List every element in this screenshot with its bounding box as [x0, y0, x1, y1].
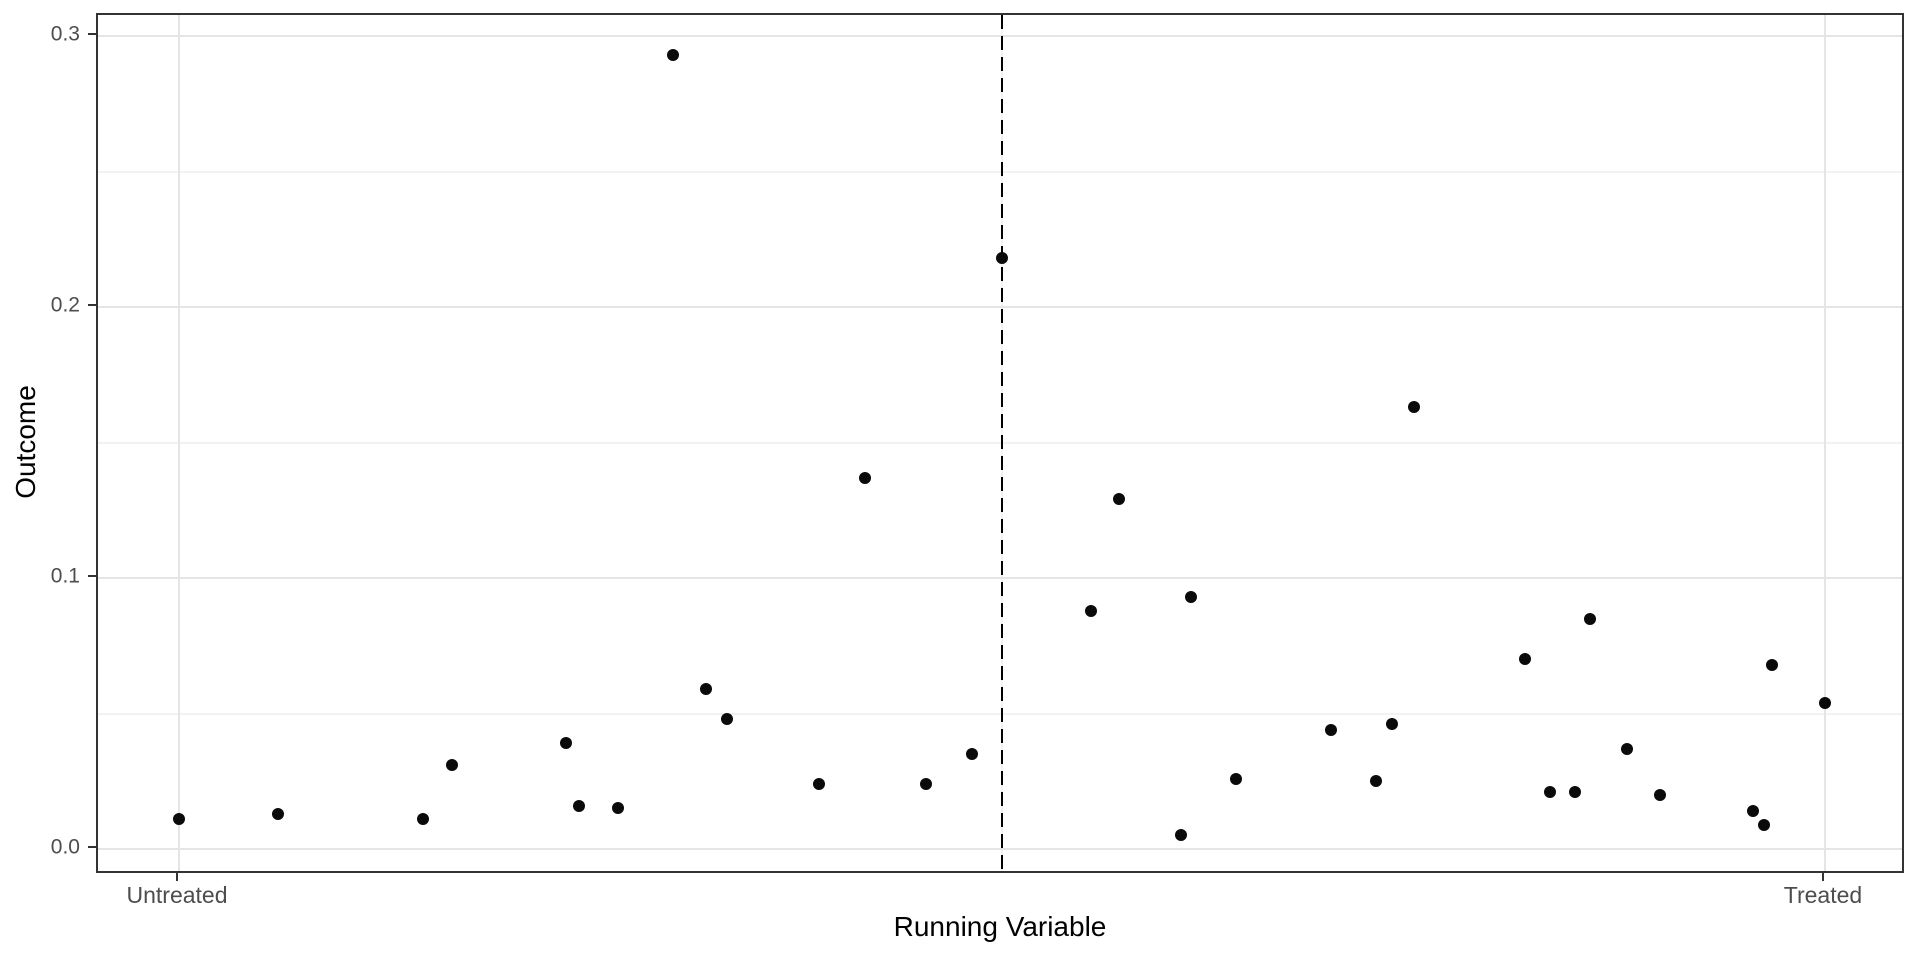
data-point — [1544, 786, 1557, 799]
y-major-gridline — [98, 577, 1902, 579]
y-minor-gridline — [98, 441, 1902, 444]
data-point — [721, 712, 734, 725]
data-point — [1746, 805, 1759, 818]
plot-panel — [96, 13, 1904, 873]
data-point — [666, 48, 679, 61]
y-tick-label: 0.2 — [50, 293, 80, 317]
cutoff-dashed-line — [1000, 15, 1004, 871]
data-point — [1386, 718, 1399, 731]
data-point — [1084, 604, 1097, 617]
data-point — [920, 777, 933, 790]
x-axis-title: Running Variable — [893, 911, 1107, 942]
data-point — [612, 802, 625, 815]
data-point — [271, 807, 284, 820]
x-major-gridline — [178, 15, 180, 871]
y-tick-label: 0.1 — [50, 564, 80, 588]
data-point — [859, 471, 872, 484]
data-point — [966, 748, 979, 761]
data-point — [572, 799, 585, 812]
x-tick-label: Treated — [1783, 882, 1863, 908]
data-point — [1766, 658, 1779, 671]
data-point — [1568, 786, 1581, 799]
data-point — [416, 813, 429, 826]
x-axis-tick — [176, 873, 179, 881]
y-axis-tick — [88, 846, 96, 849]
data-point — [699, 683, 712, 696]
data-point — [446, 758, 459, 771]
data-point — [559, 737, 572, 750]
data-point — [1519, 653, 1532, 666]
data-point — [1621, 742, 1634, 755]
data-point — [1185, 590, 1198, 603]
y-major-gridline — [98, 35, 1902, 37]
data-point — [1583, 612, 1596, 625]
data-point — [1819, 696, 1831, 709]
y-major-gridline — [98, 848, 1902, 850]
y-minor-gridline — [98, 712, 1902, 715]
data-point — [173, 813, 185, 826]
data-point — [1407, 401, 1420, 414]
y-axis-title: Outcome — [10, 385, 41, 499]
y-tick-label: 0.0 — [50, 835, 80, 859]
data-point — [1369, 775, 1382, 788]
x-major-gridline — [1824, 15, 1826, 871]
y-minor-gridline — [98, 170, 1902, 173]
data-point — [1758, 818, 1771, 831]
data-point — [1112, 493, 1125, 506]
data-point — [996, 252, 1008, 265]
data-point — [1325, 723, 1338, 736]
y-axis-tick — [88, 304, 96, 307]
y-major-gridline — [98, 306, 1902, 308]
data-point — [1175, 829, 1188, 842]
data-point — [1229, 772, 1242, 785]
y-tick-label: 0.3 — [50, 22, 80, 46]
data-point — [813, 777, 826, 790]
x-tick-label: Untreated — [126, 882, 228, 908]
y-axis-tick — [88, 33, 96, 36]
y-axis-tick — [88, 575, 96, 578]
data-point — [1654, 788, 1667, 801]
x-axis-tick — [1822, 873, 1825, 881]
